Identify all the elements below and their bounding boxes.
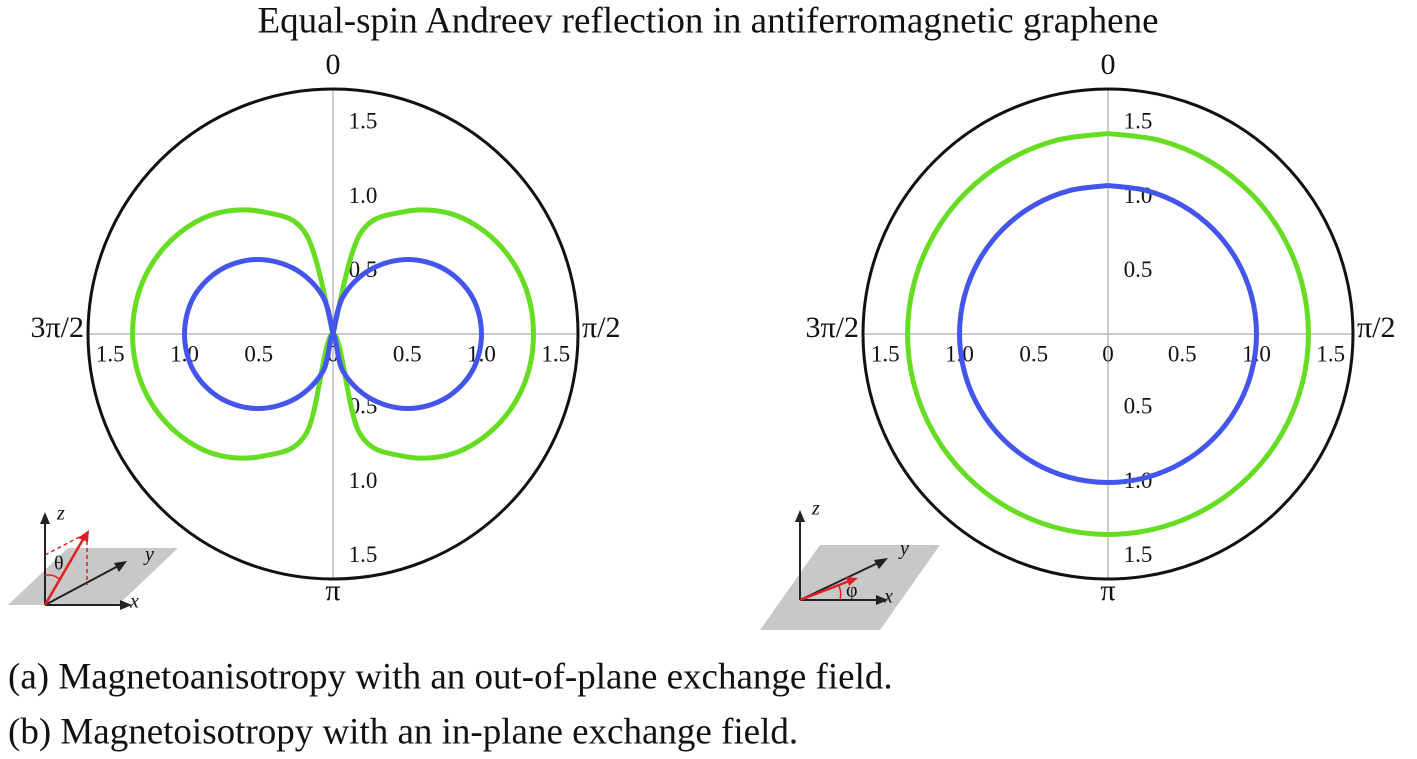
r-tick-label: 1.0 <box>349 468 378 493</box>
theta-tick-label: π/2 <box>582 311 620 344</box>
r-tick-label: 0.5 <box>393 341 422 366</box>
theta-tick-label: π/2 <box>1357 311 1395 344</box>
r-tick-label: 1.5 <box>96 341 125 366</box>
theta-tick-label: π <box>325 574 340 607</box>
polar-curve <box>905 131 1311 537</box>
r-tick-label: 1.5 <box>349 542 378 567</box>
r-tick-label: 1.5 <box>871 341 900 366</box>
r-tick-label: 1.5 <box>1124 109 1153 134</box>
polar-frame <box>861 87 1355 581</box>
inset-label: x <box>129 591 139 613</box>
inset-label: y <box>898 538 909 560</box>
inset-label: z <box>811 498 820 520</box>
theta-tick-label: 0 <box>1101 48 1116 81</box>
inset-label: y <box>143 544 154 566</box>
r-tick-label: 1.5 <box>1316 341 1345 366</box>
inset-b: z y x φ <box>760 498 940 630</box>
caption: (b) Magnetoisotropy with an in-plane exc… <box>8 711 798 752</box>
r-tick-label: 1.5 <box>349 109 378 134</box>
polar-curve <box>182 256 484 412</box>
title: Equal-spin Andreev reflection in antifer… <box>258 0 1159 41</box>
r-tick-label: 0.5 <box>244 341 273 366</box>
theta-tick-label: 3π/2 <box>31 311 84 344</box>
inset-label: φ <box>846 580 858 602</box>
inset-label: θ <box>54 553 64 575</box>
inset-label: z <box>56 503 65 525</box>
r-tick-label: 1.0 <box>349 183 378 208</box>
r-tick-label: 1.5 <box>541 341 570 366</box>
r-tick-label: 1.5 <box>1124 542 1153 567</box>
polar-frame <box>86 87 580 581</box>
r-tick-label: 0.5 <box>1168 341 1197 366</box>
caption: (a) Magnetoanisotropy with an out-of-pla… <box>8 656 893 697</box>
r-tick-label: 0.5 <box>1124 257 1153 282</box>
r-tick-label: 0 <box>327 341 339 366</box>
theta-tick-label: π <box>1100 574 1115 607</box>
inset-label: x <box>883 586 893 608</box>
r-tick-label: 0.5 <box>1124 394 1153 419</box>
inset-a: z y x θ <box>8 503 178 613</box>
polar-curve <box>957 183 1259 485</box>
r-tick-label: 0 <box>1102 341 1114 366</box>
theta-tick-label: 0 <box>326 48 341 81</box>
r-tick-label: 0.5 <box>1019 341 1048 366</box>
theta-tick-label: 3π/2 <box>806 311 859 344</box>
